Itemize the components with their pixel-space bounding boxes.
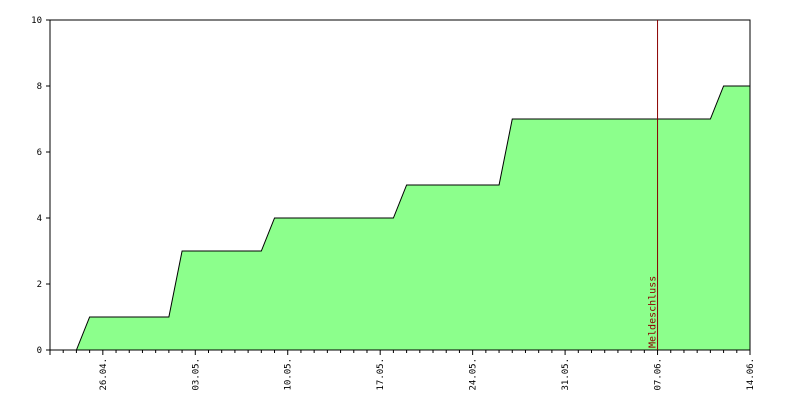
y-tick-label: 2: [37, 280, 42, 290]
y-tick-label: 4: [37, 214, 42, 224]
x-tick-label: 24.05.: [469, 358, 479, 391]
y-tick-label: 6: [37, 148, 42, 158]
area: [50, 86, 750, 350]
x-tick-label: 14.06.: [746, 358, 756, 391]
area-line: [50, 85, 750, 351]
x-tick-label: 10.05.: [284, 358, 294, 391]
y-tick-label: 0: [37, 346, 42, 356]
x-tick-label: 31.05.: [561, 358, 571, 391]
x-tick-label: 17.05.: [376, 358, 386, 391]
x-tick-label: 03.05.: [191, 358, 201, 391]
y-tick-label: 8: [37, 82, 42, 92]
x-tick-label: 07.06.: [654, 358, 664, 391]
plot-frame: [49, 19, 751, 351]
x-tick-label: 26.04.: [99, 358, 109, 391]
marker-label: Meldeschluss: [648, 276, 659, 348]
y-tick-label: 10: [31, 16, 42, 26]
